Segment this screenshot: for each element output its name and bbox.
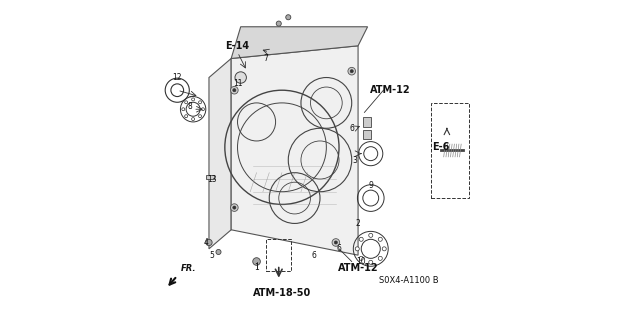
Bar xyxy=(266,239,291,271)
Circle shape xyxy=(332,239,340,246)
Text: ATM-18-50: ATM-18-50 xyxy=(253,288,311,298)
Circle shape xyxy=(359,256,364,260)
Circle shape xyxy=(191,118,195,121)
Text: 11: 11 xyxy=(233,79,243,88)
Bar xyxy=(206,175,214,179)
Circle shape xyxy=(348,68,356,75)
Circle shape xyxy=(182,108,185,111)
Bar xyxy=(363,130,371,140)
Circle shape xyxy=(350,69,353,73)
Text: 6: 6 xyxy=(349,124,354,133)
Circle shape xyxy=(369,260,372,264)
Circle shape xyxy=(233,89,236,92)
Circle shape xyxy=(369,233,372,237)
Circle shape xyxy=(198,101,202,104)
Circle shape xyxy=(216,250,221,254)
Text: FR.: FR. xyxy=(180,264,196,273)
Circle shape xyxy=(253,258,260,265)
Polygon shape xyxy=(231,46,358,255)
Bar xyxy=(363,117,371,127)
Circle shape xyxy=(230,204,238,212)
Text: E-14: E-14 xyxy=(225,41,250,51)
Circle shape xyxy=(233,206,236,209)
Circle shape xyxy=(378,256,382,260)
Text: E-6: E-6 xyxy=(432,142,449,152)
Circle shape xyxy=(285,15,291,20)
Text: ATM-12: ATM-12 xyxy=(369,85,410,95)
Circle shape xyxy=(359,237,364,241)
Circle shape xyxy=(185,101,188,104)
Circle shape xyxy=(235,72,246,83)
Text: 13: 13 xyxy=(207,174,217,184)
Circle shape xyxy=(185,115,188,118)
Text: 1: 1 xyxy=(254,263,259,272)
Text: 4: 4 xyxy=(204,238,208,247)
Circle shape xyxy=(355,247,359,251)
Text: ATM-12: ATM-12 xyxy=(338,263,378,273)
Text: 3: 3 xyxy=(353,156,357,164)
Text: 10: 10 xyxy=(356,257,366,266)
Text: 2: 2 xyxy=(356,219,360,228)
Circle shape xyxy=(202,108,204,111)
Circle shape xyxy=(206,239,212,246)
Bar xyxy=(431,103,469,198)
Circle shape xyxy=(230,86,238,94)
Circle shape xyxy=(382,247,387,251)
Circle shape xyxy=(191,98,195,101)
Circle shape xyxy=(378,237,382,241)
Circle shape xyxy=(198,115,202,118)
Polygon shape xyxy=(209,59,231,249)
Text: 6: 6 xyxy=(311,251,316,260)
Polygon shape xyxy=(231,27,367,59)
Text: 6: 6 xyxy=(337,244,342,253)
Text: 9: 9 xyxy=(368,181,373,190)
Text: 12: 12 xyxy=(173,73,182,82)
Circle shape xyxy=(276,21,282,26)
Text: S0X4-A1100 B: S0X4-A1100 B xyxy=(379,276,438,285)
Text: 7: 7 xyxy=(264,54,269,63)
Circle shape xyxy=(334,241,337,244)
Text: 8: 8 xyxy=(188,101,192,111)
Text: 5: 5 xyxy=(210,251,214,260)
